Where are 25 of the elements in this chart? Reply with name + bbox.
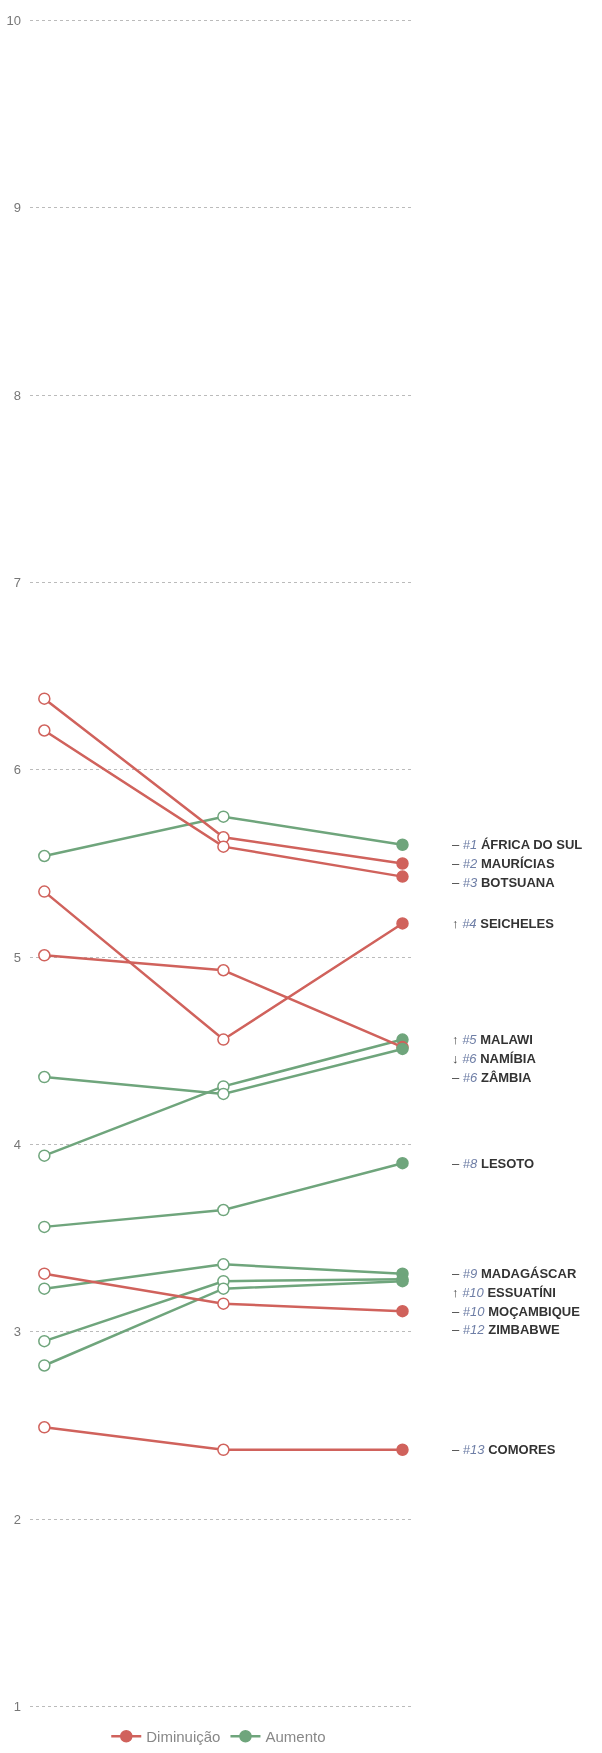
text: ↑ #5 MALAWI [452,1032,533,1047]
y-tick-label: 3 [13,1324,21,1340]
text: – #9 MADAGÁSCAR [452,1266,577,1281]
text: – #6 ZÂMBIA [452,1070,533,1085]
y-tick-label: 5 [13,949,21,965]
y-tick-label: 8 [13,387,21,403]
y-tick-label: 7 [13,575,21,591]
legend-label: Aumento [265,1728,326,1746]
text: – #10 MOÇAMBIQUE [452,1304,581,1319]
text: ↓ #6 NAMÍBIA [452,1051,537,1066]
y-tick-label: 1 [13,1698,21,1714]
text: – #1 ÁFRICA DO SUL [452,837,583,852]
y-tick-label: 4 [13,1137,21,1153]
y-tick-label: 9 [13,200,21,216]
y-tick-label: 10 [6,13,21,29]
y-tick-label: 6 [13,762,21,778]
text: ↑ #4 SEICHELES [452,916,555,931]
y-tick-label: 2 [13,1511,21,1527]
text: ↑ #10 ESSUATÍNI [452,1285,556,1300]
text: – #12 ZIMBABWE [452,1322,560,1337]
text: – #2 MAURÍCIAS [452,856,555,871]
text: – #13 COMORES [452,1442,556,1457]
legend-label: Diminuição [146,1728,221,1746]
text: – #3 BOTSUANA [452,875,556,890]
text: – #8 LESOTO [452,1156,535,1171]
